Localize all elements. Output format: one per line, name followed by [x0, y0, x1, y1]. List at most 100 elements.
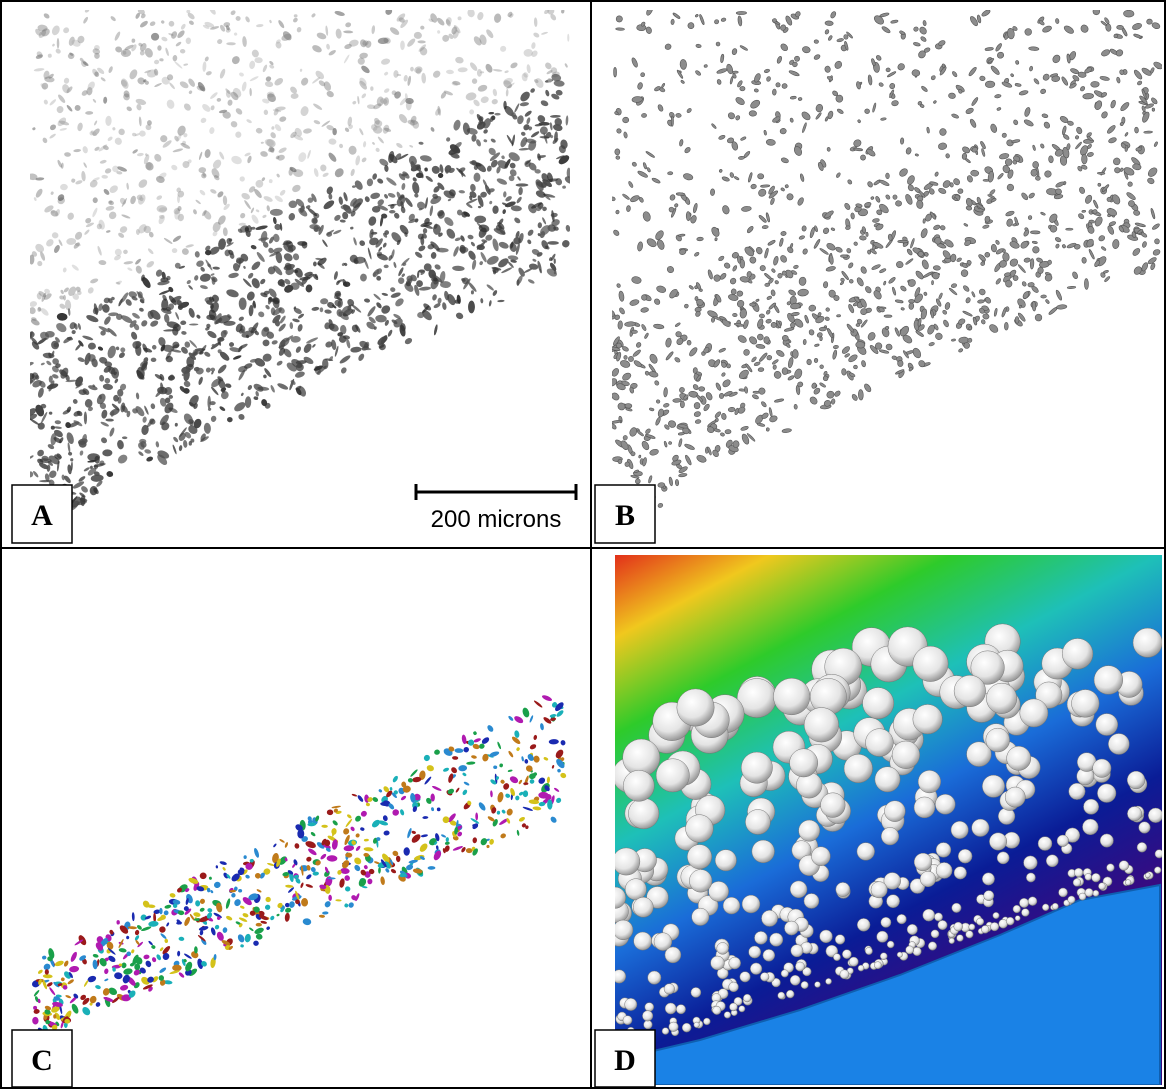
- grain: [63, 77, 70, 84]
- blob: [923, 20, 927, 26]
- segment: [166, 922, 170, 927]
- sphere: [1096, 714, 1118, 736]
- segment: [225, 915, 233, 921]
- blob: [886, 173, 890, 179]
- grain: [511, 134, 516, 146]
- grain: [104, 377, 111, 384]
- grain: [250, 277, 261, 290]
- blob: [719, 393, 724, 399]
- grain: [168, 82, 175, 90]
- blob: [743, 245, 755, 257]
- blob: [828, 35, 833, 41]
- segment: [462, 789, 469, 796]
- grain: [118, 128, 125, 135]
- grain: [99, 159, 107, 164]
- grain: [425, 175, 434, 183]
- blob: [1151, 22, 1161, 30]
- blob: [696, 44, 702, 48]
- sphere: [1021, 909, 1029, 917]
- blob: [716, 42, 720, 46]
- blob: [985, 216, 991, 223]
- blob: [791, 312, 800, 317]
- blob: [683, 173, 694, 181]
- blob: [885, 194, 891, 200]
- segment: [134, 935, 140, 942]
- blob: [1055, 243, 1060, 248]
- blob: [664, 43, 672, 50]
- segment: [160, 933, 168, 940]
- blob: [1032, 161, 1038, 168]
- sphere: [665, 1003, 676, 1014]
- grain: [489, 200, 493, 204]
- grain: [140, 319, 149, 328]
- grain: [180, 23, 187, 30]
- blob: [632, 96, 643, 103]
- sphere: [1042, 904, 1049, 911]
- label-text: A: [31, 499, 53, 532]
- segment: [524, 759, 528, 764]
- sphere: [936, 862, 952, 878]
- blob: [756, 344, 766, 349]
- sphere: [1071, 690, 1099, 718]
- blob: [811, 382, 817, 389]
- segment: [284, 842, 288, 848]
- grain: [339, 354, 352, 365]
- grain: [156, 194, 163, 200]
- grain: [467, 234, 474, 240]
- blob: [680, 80, 685, 84]
- segment: [540, 723, 545, 731]
- blob: [721, 176, 730, 182]
- blob: [676, 192, 685, 195]
- sphere: [1145, 873, 1150, 878]
- segment: [339, 878, 346, 888]
- blob: [1112, 157, 1121, 166]
- blob: [1132, 22, 1143, 31]
- blob: [781, 231, 787, 236]
- blob: [851, 393, 858, 401]
- sphere: [1137, 842, 1147, 852]
- blob: [858, 390, 863, 401]
- grain: [95, 392, 107, 406]
- grain: [220, 390, 231, 401]
- grain: [274, 194, 284, 203]
- blob: [868, 75, 873, 86]
- blob: [1119, 101, 1130, 112]
- segment: [437, 807, 441, 811]
- blob: [657, 104, 664, 112]
- grain: [73, 149, 81, 153]
- grain: [64, 152, 71, 157]
- grain: [34, 68, 45, 72]
- blob: [1011, 139, 1020, 143]
- grain: [437, 172, 443, 178]
- blob: [766, 295, 772, 300]
- grain: [311, 306, 319, 311]
- grain: [469, 109, 474, 115]
- grain: [255, 209, 259, 213]
- blob: [797, 197, 805, 207]
- segment: [342, 827, 350, 836]
- grain: [216, 38, 223, 45]
- grain: [255, 391, 260, 397]
- blob: [1132, 247, 1142, 257]
- grain: [45, 360, 52, 366]
- sphere: [791, 945, 803, 957]
- sphere: [907, 924, 917, 934]
- blob: [1004, 322, 1008, 330]
- segment: [470, 817, 480, 824]
- grain: [187, 307, 195, 318]
- sphere: [669, 1022, 679, 1032]
- grain: [188, 90, 193, 95]
- blob: [696, 454, 708, 464]
- grain: [245, 227, 249, 231]
- grain: [128, 68, 139, 81]
- blob: [809, 395, 819, 405]
- blob: [631, 57, 639, 68]
- sphere: [743, 994, 751, 1002]
- grain: [151, 358, 157, 362]
- segment: [390, 868, 397, 874]
- blob: [880, 117, 886, 120]
- segment: [551, 765, 554, 769]
- blob: [687, 340, 691, 345]
- grain: [126, 183, 129, 190]
- blob: [616, 401, 626, 411]
